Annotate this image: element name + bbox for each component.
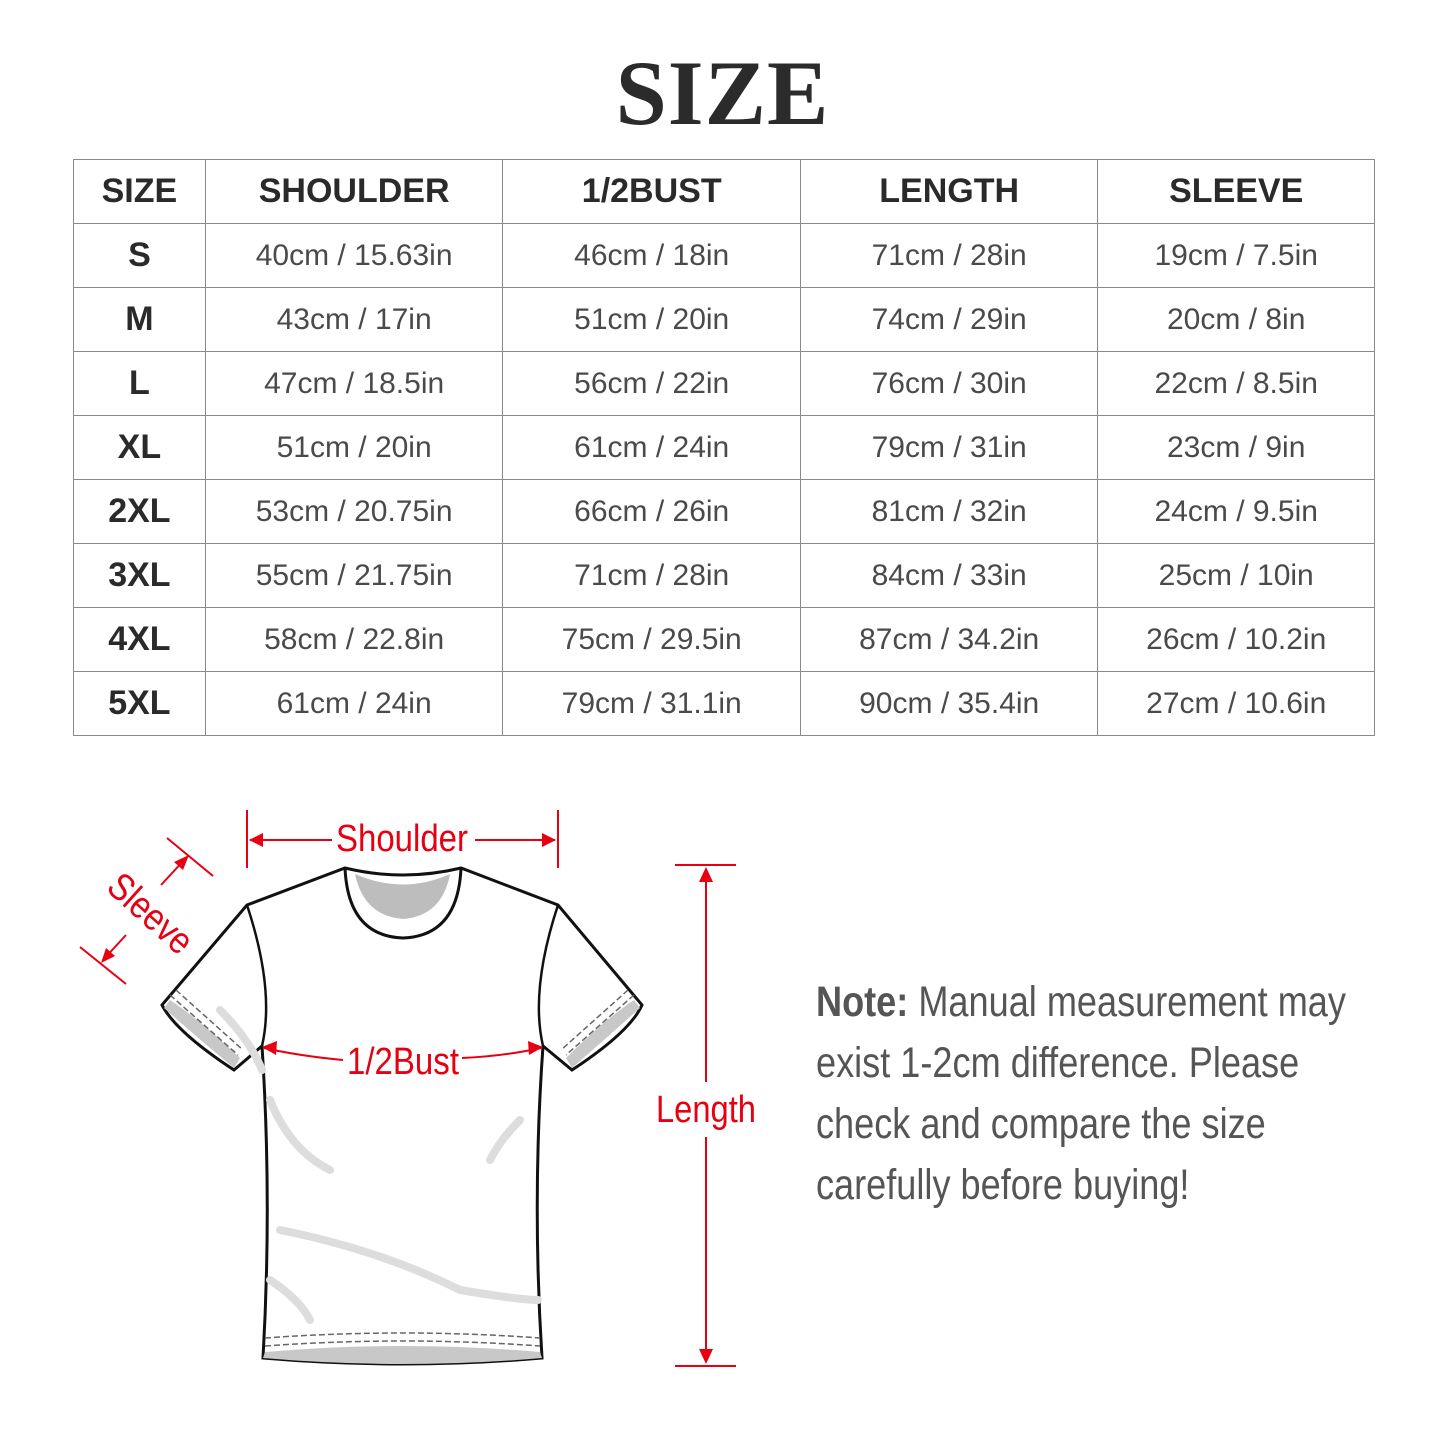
cell-shoulder: 40cm / 15.63in — [204, 223, 504, 288]
cell-sleeve: 20cm / 8in — [1097, 287, 1375, 352]
cell-bust: 71cm / 28in — [502, 543, 801, 608]
cell-sleeve: 26cm / 10.2in — [1097, 607, 1375, 672]
cell-bust: 66cm / 26in — [502, 479, 801, 544]
size-table: SIZE SHOULDER 1/2BUST LENGTH SLEEVE S 40c… — [73, 159, 1375, 736]
cell-bust: 61cm / 24in — [502, 415, 801, 480]
bust-measure: 1/2Bust — [262, 1041, 543, 1083]
shoulder-measure: Shoulder — [246, 810, 559, 868]
table-row: 3XL 55cm / 21.75in 71cm / 28in 84cm / 33in 2… — [73, 543, 1375, 608]
cell-size: 3XL — [73, 543, 206, 608]
cell-length: 90cm / 35.4in — [799, 671, 1099, 736]
table-row: 5XL 61cm / 24in 79cm / 31.1in 90cm / 35.4in… — [73, 671, 1375, 736]
header-size: SIZE — [73, 159, 206, 224]
length-label: Length — [656, 1089, 756, 1131]
cell-length: 79cm / 31in — [799, 415, 1099, 480]
cell-shoulder: 58cm / 22.8in — [204, 607, 504, 672]
bust-label: 1/2Bust — [347, 1041, 459, 1083]
note-line: check and compare the size — [816, 1100, 1266, 1148]
table-row: XL 51cm / 20in 61cm / 24in 79cm / 31in 23cm … — [73, 415, 1375, 480]
cell-sleeve: 23cm / 9in — [1097, 415, 1375, 480]
cell-sleeve: 24cm / 9.5in — [1097, 479, 1375, 544]
table-row: S 40cm / 15.63in 46cm / 18in 71cm / 28in 19c… — [73, 223, 1375, 288]
table-row: M 43cm / 17in 51cm / 20in 74cm / 29in 20cm /… — [73, 287, 1375, 352]
arrow-left-icon — [249, 833, 263, 847]
cell-shoulder: 51cm / 20in — [204, 415, 504, 480]
cell-sleeve: 27cm / 10.6in — [1097, 671, 1375, 736]
cell-size: 4XL — [73, 607, 206, 672]
cell-shoulder: 47cm / 18.5in — [204, 351, 504, 416]
cell-shoulder: 55cm / 21.75in — [204, 543, 504, 608]
table-header-row: SIZE SHOULDER 1/2BUST LENGTH SLEEVE — [73, 159, 1375, 224]
cell-shoulder: 43cm / 17in — [204, 287, 504, 352]
cell-size: 2XL — [73, 479, 206, 544]
note-line: Manual measurement may — [918, 978, 1346, 1026]
cell-bust: 56cm / 22in — [502, 351, 801, 416]
cell-size: M — [73, 287, 206, 352]
cell-size: S — [73, 223, 206, 288]
table-row: 2XL 53cm / 20.75in 66cm / 26in 81cm / 32in 2… — [73, 479, 1375, 544]
cell-length: 84cm / 33in — [799, 543, 1099, 608]
cell-bust: 79cm / 31.1in — [502, 671, 801, 736]
cell-size: L — [73, 351, 206, 416]
length-measure: Length — [656, 864, 756, 1367]
sleeve-measure: Sleeve — [79, 837, 214, 985]
header-sleeve: SLEEVE — [1097, 159, 1375, 224]
arrow-right-icon — [542, 833, 556, 847]
cell-bust: 75cm / 29.5in — [502, 607, 801, 672]
cell-length: 76cm / 30in — [799, 351, 1099, 416]
cell-size: 5XL — [73, 671, 206, 736]
table-row: L 47cm / 18.5in 56cm / 22in 76cm / 30in 22cm… — [73, 351, 1375, 416]
cell-bust: 46cm / 18in — [502, 223, 801, 288]
note-line: exist 1-2cm difference. Please — [816, 1039, 1300, 1087]
note-line: carefully before buying! — [816, 1161, 1190, 1209]
cell-sleeve: 22cm / 8.5in — [1097, 351, 1375, 416]
cell-sleeve: 25cm / 10in — [1097, 543, 1375, 608]
note-label: Note: — [816, 978, 909, 1026]
header-bust: 1/2BUST — [502, 159, 801, 224]
cell-length: 74cm / 29in — [799, 287, 1099, 352]
cell-sleeve: 19cm / 7.5in — [1097, 223, 1375, 288]
header-length: LENGTH — [799, 159, 1099, 224]
tshirt-illustration — [160, 866, 644, 1366]
note-text: Note: Manual measurement may exist 1-2cm… — [816, 972, 1346, 1216]
cell-length: 81cm / 32in — [799, 479, 1099, 544]
cell-shoulder: 61cm / 24in — [204, 671, 504, 736]
page-title: SIZE — [615, 42, 830, 144]
cell-shoulder: 53cm / 20.75in — [204, 479, 504, 544]
cell-bust: 51cm / 20in — [502, 287, 801, 352]
shoulder-label: Shoulder — [336, 818, 468, 860]
